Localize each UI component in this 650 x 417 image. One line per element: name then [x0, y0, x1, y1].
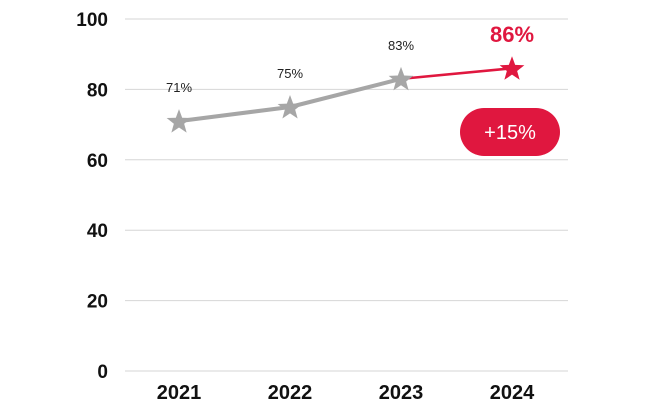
series-lines — [178, 67, 513, 124]
data-label-2021: 71% — [166, 80, 192, 95]
y-axis-ticks: 0 20 40 60 80 100 — [76, 10, 108, 383]
data-label-2022: 75% — [277, 66, 303, 81]
change-badge: +15% — [460, 108, 560, 156]
series-markers — [166, 56, 525, 133]
y-tick-label-0: 0 — [97, 362, 108, 383]
x-tick-label-2022: 2022 — [268, 382, 313, 404]
highlight-segment — [400, 67, 513, 81]
y-tick-label-40: 40 — [87, 221, 108, 242]
x-axis-ticks: 2021 2022 2023 2024 — [157, 382, 535, 404]
star-marker-2024 — [499, 56, 525, 80]
data-labels: 71% 75% 83% 86% — [166, 22, 534, 95]
change-badge-pill — [460, 108, 560, 156]
x-tick-label-2023: 2023 — [379, 382, 424, 404]
x-tick-label-2021: 2021 — [157, 382, 202, 404]
y-tick-label-60: 60 — [87, 151, 108, 172]
change-badge-text: +15% — [484, 122, 536, 144]
star-marker-2022 — [277, 95, 303, 119]
star-marker-2023 — [388, 66, 414, 91]
data-label-2023: 83% — [388, 38, 414, 53]
y-tick-label-100: 100 — [76, 10, 108, 31]
y-tick-label-80: 80 — [87, 80, 108, 101]
gridlines — [125, 18, 568, 372]
star-marker-2021 — [166, 109, 192, 133]
data-label-2024: 86% — [490, 22, 534, 47]
x-tick-label-2024: 2024 — [490, 382, 535, 404]
y-tick-label-20: 20 — [87, 292, 108, 313]
